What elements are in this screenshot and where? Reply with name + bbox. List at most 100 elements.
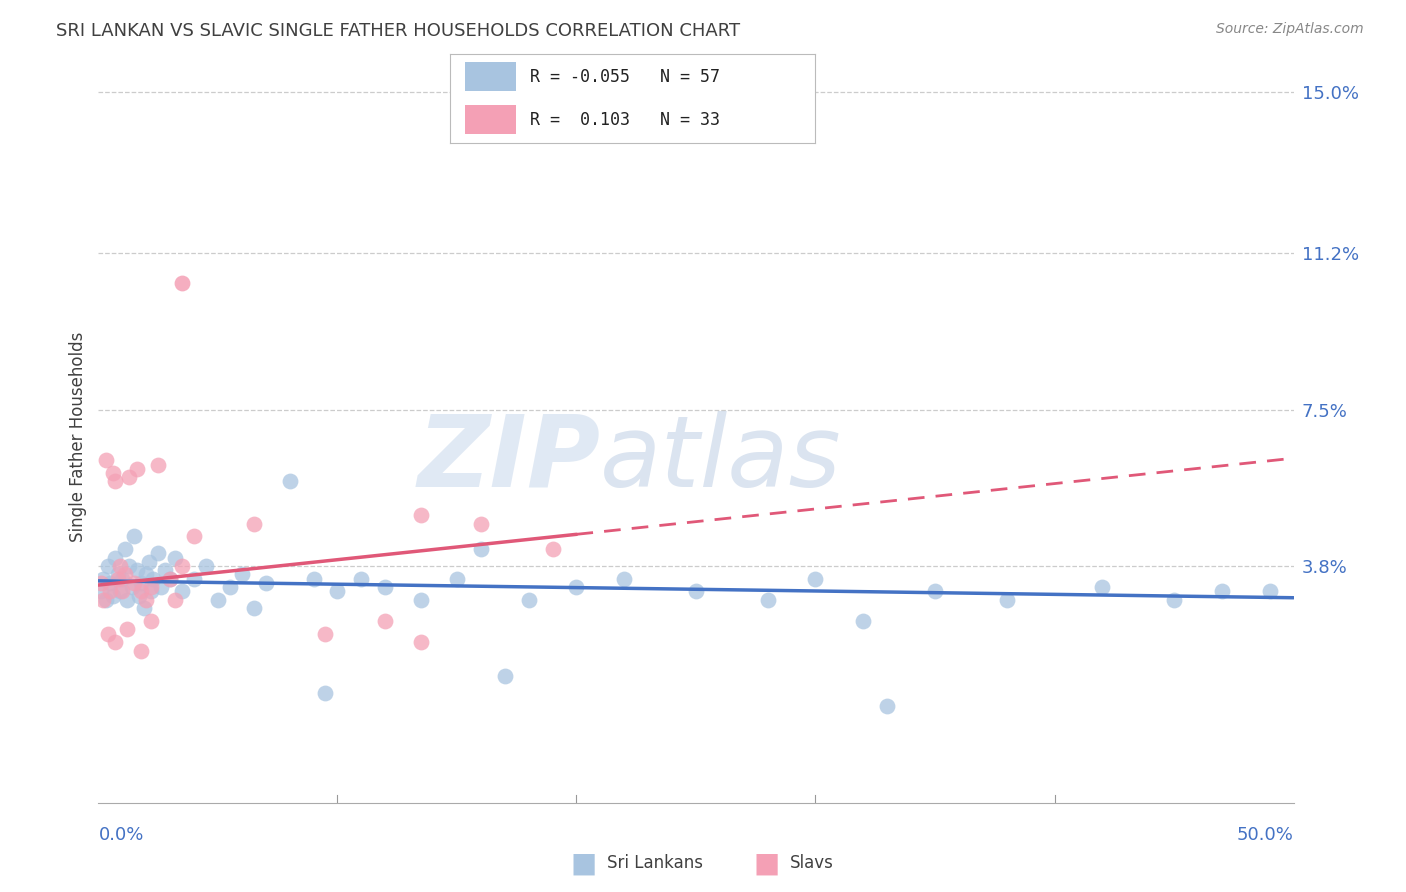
Point — [90, 576, 112, 591]
Point — [852, 614, 875, 628]
Point — [98, 584, 122, 599]
Point — [243, 516, 266, 531]
Point — [470, 516, 492, 531]
Point — [115, 592, 138, 607]
Point — [135, 567, 157, 582]
Point — [804, 572, 827, 586]
Text: ■: ■ — [571, 849, 596, 878]
Point — [155, 563, 177, 577]
Point — [111, 584, 134, 599]
Point — [194, 559, 218, 574]
Point — [111, 572, 134, 586]
Point — [108, 559, 131, 574]
Point — [131, 576, 153, 591]
Point — [243, 601, 266, 615]
Point — [101, 466, 124, 480]
Point — [924, 584, 946, 599]
Point — [411, 592, 433, 607]
Point — [125, 462, 148, 476]
Point — [163, 550, 186, 565]
Point — [374, 614, 396, 628]
Text: atlas: atlas — [600, 410, 842, 508]
Text: R =  0.103   N = 33: R = 0.103 N = 33 — [530, 111, 720, 128]
Point — [172, 559, 194, 574]
Point — [756, 592, 779, 607]
Point — [876, 698, 898, 713]
Point — [125, 563, 148, 577]
Point — [1091, 580, 1114, 594]
Point — [1163, 592, 1185, 607]
Point — [124, 576, 146, 591]
Text: ■: ■ — [754, 849, 779, 878]
Text: ZIP: ZIP — [418, 410, 600, 508]
Point — [541, 542, 564, 557]
Point — [94, 592, 117, 607]
Point — [163, 592, 186, 607]
Text: R = -0.055   N = 57: R = -0.055 N = 57 — [530, 68, 720, 86]
Point — [1258, 584, 1281, 599]
Point — [207, 592, 229, 607]
Bar — [464, 62, 516, 91]
Point — [115, 623, 138, 637]
Point — [183, 572, 205, 586]
Point — [94, 453, 117, 467]
Point — [90, 584, 112, 599]
Bar — [464, 105, 516, 134]
Point — [278, 475, 301, 489]
Point — [315, 626, 337, 640]
Point — [302, 572, 325, 586]
Point — [118, 470, 141, 484]
Point — [139, 614, 162, 628]
Point — [139, 584, 162, 599]
Point — [148, 458, 170, 472]
Point — [172, 584, 194, 599]
Point — [114, 567, 136, 582]
Point — [350, 572, 373, 586]
Text: 0.0%: 0.0% — [98, 826, 143, 844]
Point — [101, 589, 124, 603]
Point — [995, 592, 1018, 607]
Text: Slavs: Slavs — [790, 855, 834, 872]
Point — [135, 592, 157, 607]
Point — [446, 572, 468, 586]
Point — [315, 686, 337, 700]
Point — [685, 584, 707, 599]
Text: Sri Lankans: Sri Lankans — [607, 855, 703, 872]
Point — [104, 635, 127, 649]
Point — [107, 572, 129, 586]
Point — [91, 572, 114, 586]
Point — [104, 475, 127, 489]
Point — [411, 508, 433, 523]
Point — [231, 567, 253, 582]
Y-axis label: Single Father Households: Single Father Households — [69, 332, 87, 542]
Point — [613, 572, 636, 586]
Point — [132, 601, 155, 615]
Point — [98, 576, 122, 591]
Text: Source: ZipAtlas.com: Source: ZipAtlas.com — [1216, 22, 1364, 37]
Point — [159, 572, 181, 586]
Point — [149, 580, 172, 594]
Point — [411, 635, 433, 649]
Point — [517, 592, 540, 607]
Point — [97, 626, 120, 640]
Point — [108, 584, 131, 599]
Point — [114, 542, 136, 557]
Point — [131, 643, 153, 657]
Point — [91, 592, 114, 607]
Point — [121, 580, 143, 594]
Point — [148, 546, 170, 560]
Point — [374, 580, 396, 594]
Text: 50.0%: 50.0% — [1237, 826, 1294, 844]
Point — [470, 542, 492, 557]
Point — [1211, 584, 1233, 599]
Point — [107, 567, 129, 582]
Point — [128, 589, 150, 603]
Point — [159, 572, 181, 586]
Text: SRI LANKAN VS SLAVIC SINGLE FATHER HOUSEHOLDS CORRELATION CHART: SRI LANKAN VS SLAVIC SINGLE FATHER HOUSE… — [56, 22, 741, 40]
Point — [326, 584, 349, 599]
Point — [183, 529, 205, 543]
Point — [97, 559, 120, 574]
Point — [172, 276, 194, 290]
Point — [565, 580, 588, 594]
Point — [494, 669, 516, 683]
